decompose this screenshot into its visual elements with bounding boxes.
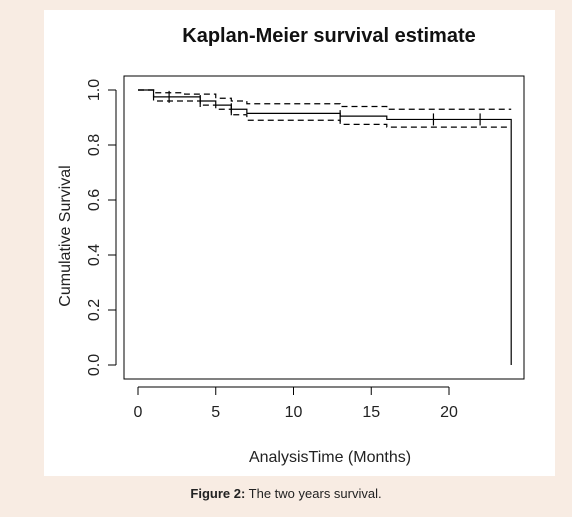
y-tick-label: 1.0: [86, 79, 103, 101]
caption-label: Figure 2:: [190, 486, 246, 501]
series-layer: [138, 89, 512, 365]
y-tick-label: 0.4: [86, 244, 103, 266]
x-tick-label: 0: [134, 404, 143, 421]
y-tick-label: 0.2: [86, 299, 103, 321]
y-tick-label: 0.0: [86, 354, 103, 376]
plot-frame: [123, 75, 525, 380]
x-tick-label: 15: [362, 404, 380, 421]
survival-curve-line: [138, 89, 512, 365]
x-tick-label: 10: [285, 404, 303, 421]
km-survival-chart: Kaplan-Meier survival estimate 0 5 10 15 20 …: [57, 25, 525, 466]
x-tick-label: 20: [440, 404, 458, 421]
x-axis-label: AnalysisTime (Months): [249, 449, 411, 466]
y-axis-label: Cumulative Survival: [57, 165, 74, 306]
confidence-band-line-2: [138, 89, 512, 128]
chart-title: Kaplan-Meier survival estimate: [182, 25, 475, 47]
x-axis: 0 5 10 15 20: [134, 386, 458, 421]
y-tick-label: 0.8: [86, 134, 103, 156]
caption-text: The two years survival.: [245, 486, 382, 501]
y-tick-label: 0.6: [86, 189, 103, 211]
figure-caption: Figure 2: The two years survival.: [0, 486, 572, 501]
figure-panel: Kaplan-Meier survival estimate 0 5 10 15 20 …: [44, 10, 555, 476]
confidence-band-line-1: [138, 89, 512, 110]
y-axis: 0.0 0.2 0.4 0.6 0.8 1.0: [86, 79, 117, 376]
x-tick-label: 5: [211, 404, 220, 421]
